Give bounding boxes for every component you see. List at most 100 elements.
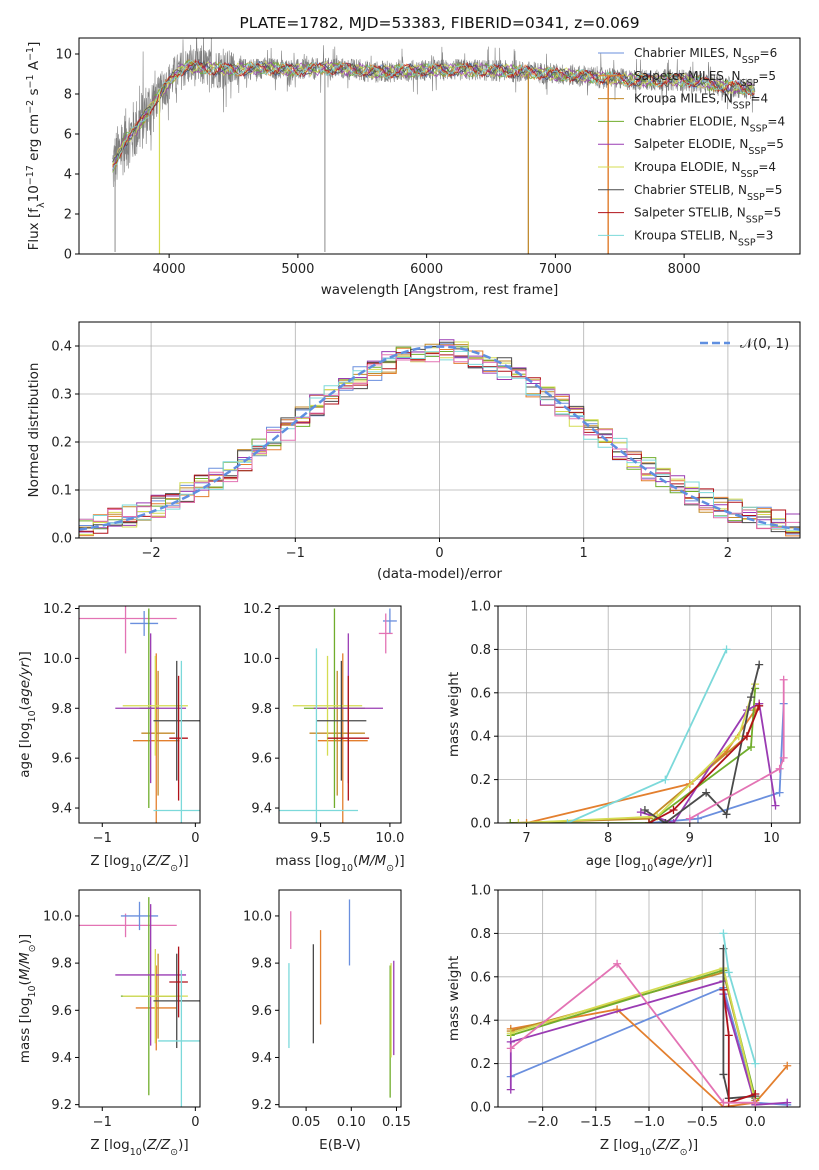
mass-weight-marker [724, 1031, 733, 1040]
model-spectrum-line [112, 61, 755, 171]
mass-weight-marker [506, 1044, 515, 1053]
mass-weight-marker [775, 788, 784, 797]
residual-histogram-step [79, 341, 800, 533]
y-tick-label: 0.1 [51, 484, 72, 499]
axes-frame [278, 889, 402, 1108]
x-tick-label: 7000 [539, 262, 572, 277]
y-tick-label: 0.4 [470, 730, 491, 745]
mass-weight-marker [636, 808, 645, 817]
y-tick-label: 0.6 [470, 970, 491, 985]
axes-frame [278, 605, 402, 824]
y-tick-label: 9.8 [251, 702, 272, 717]
y-tick-label: 9.2 [51, 1098, 72, 1113]
legend-label: Salpeter STELIB, NSSP=5 [634, 206, 781, 226]
age_vs_mass-panel: 9.5 10.0 9.4 9.6 9.8 10.0 10.2 mass [log10(M/M⊙… [243, 602, 405, 874]
x-tick-label: 0 [435, 546, 443, 561]
mass-weight-marker [775, 764, 784, 773]
legend-label: Salpeter MILES, NSSP=5 [634, 69, 776, 89]
mass-weight-line [510, 971, 757, 1101]
mass-weight-marker [514, 819, 523, 823]
x-tick-label: 0.10 [337, 1115, 366, 1130]
y-axis-label: mass [log10(M/M⊙)] [17, 934, 38, 1063]
mass-weight-marker [563, 819, 572, 823]
x-axis-label: (data-model)/error [377, 566, 503, 582]
y-tick-label: 0.0 [51, 532, 72, 547]
x-tick-label: 1 [580, 546, 588, 561]
x-tick-label: 0 [191, 831, 199, 846]
y-tick-label: 10.0 [43, 652, 72, 667]
mass-weight-marker [719, 985, 728, 994]
y-tick-label: 6 [64, 128, 72, 143]
mass-weight-line [526, 709, 756, 823]
x-tick-label: −1 [286, 546, 305, 561]
y-tick-label: 9.8 [51, 957, 72, 972]
spectrum-panel: 4000 5000 6000 7000 8000 0 2 4 6 8 10 Chabrier MILE… [25, 14, 801, 298]
mass-weight-marker [640, 805, 649, 814]
mass-weight-marker [747, 693, 756, 702]
x-tick-label: 5000 [281, 262, 314, 277]
x-tick-label: 9 [686, 831, 694, 846]
mass-weight-marker [783, 1061, 792, 1070]
y-tick-label: 0 [64, 248, 72, 263]
massweight_vs_age-plot-area [506, 645, 788, 823]
x-tick-label: −1.0 [633, 1115, 665, 1130]
age_vs_Z-plot-area [79, 606, 200, 823]
mass-weight-marker [669, 819, 678, 823]
legend-label: Kroupa MILES, NSSP=4 [634, 92, 768, 112]
mass-weight-marker [693, 814, 702, 823]
x-tick-label: 0.15 [382, 1115, 411, 1130]
y-tick-label: 0.3 [51, 388, 72, 403]
mass-weight-line [510, 703, 761, 823]
normal-distribution-curve [79, 345, 800, 531]
mass-weight-marker [661, 819, 670, 823]
massweight_vs_Z-panel: −2.0 −1.5 −1.0 −0.5 0.0 0.0 0.2 0.4 0.6 0.8 1.0 Z [… [446, 884, 801, 1158]
x-axis-label: mass [log10(M/M⊙)] [275, 853, 404, 874]
legend-label: Chabrier ELODIE, NSSP=4 [634, 114, 785, 133]
y-tick-label: 0.0 [470, 817, 491, 832]
legend-label: 𝒩(0, 1) [740, 336, 789, 352]
y-tick-label: 0.2 [51, 436, 72, 451]
y-tick-label: 1.0 [470, 600, 491, 615]
mass-weight-marker [734, 732, 743, 741]
y-tick-label: 9.2 [251, 1098, 272, 1113]
mass-weight-line [510, 962, 756, 1104]
mass-weight-marker [506, 1029, 515, 1038]
mass-weight-line [510, 966, 757, 1103]
y-tick-label: 2 [64, 208, 72, 223]
x-tick-label: 7 [522, 831, 530, 846]
mass-weight-marker [719, 1098, 728, 1107]
mass-weight-marker [613, 959, 622, 968]
residuals-plot-area [79, 339, 800, 537]
x-tick-label: −2 [142, 546, 161, 561]
mass-weight-marker [645, 819, 653, 823]
x-axis-label: wavelength [Angstrom, rest frame] [321, 282, 559, 298]
chart-title: PLATE=1782, MJD=53383, FIBERID=0341, z=0… [239, 14, 639, 32]
y-tick-label: 0.8 [470, 643, 491, 658]
y-tick-label: 0.0 [470, 1101, 491, 1116]
x-tick-label: 8 [604, 831, 612, 846]
axes-frame [78, 37, 801, 255]
x-axis-label: Z [log10(Z/Z⊙)] [600, 1137, 698, 1158]
mass-weight-marker [719, 1070, 728, 1079]
y-tick-label: 9.4 [51, 802, 72, 817]
x-axis-label: Z [log10(Z/Z⊙)] [90, 853, 188, 874]
y-tick-label: 0.4 [470, 1014, 491, 1029]
y-tick-label: 10.0 [243, 909, 272, 924]
mass-weight-line [722, 989, 756, 1104]
model-spectrum-line [112, 59, 755, 166]
mass-weight-line [722, 948, 756, 1100]
mass-weight-line [689, 679, 785, 820]
model-spectrum-line [112, 59, 755, 170]
mass-weight-marker [751, 1059, 760, 1068]
age_vs_mass-plot-area [279, 608, 397, 823]
x-axis-label: age [log10(age/yr)] [586, 853, 712, 874]
x-tick-label: 10 [763, 831, 780, 846]
age_vs_Z-panel: −1 0 9.4 9.6 9.8 10.0 10.2 Z [log10(Z/Z⊙)] age [… [17, 602, 201, 874]
mass-weight-marker [506, 1085, 515, 1094]
mass_vs_Z-plot-area [79, 897, 200, 1107]
massweight_vs_age-panel: 7 8 9 10 0.0 0.2 0.4 0.6 0.8 1.0 age [log10(age/yr… [446, 600, 801, 874]
mass-weight-line [648, 705, 761, 823]
mass-weight-marker [747, 743, 756, 752]
y-axis-label: Normed distribution [26, 363, 42, 498]
